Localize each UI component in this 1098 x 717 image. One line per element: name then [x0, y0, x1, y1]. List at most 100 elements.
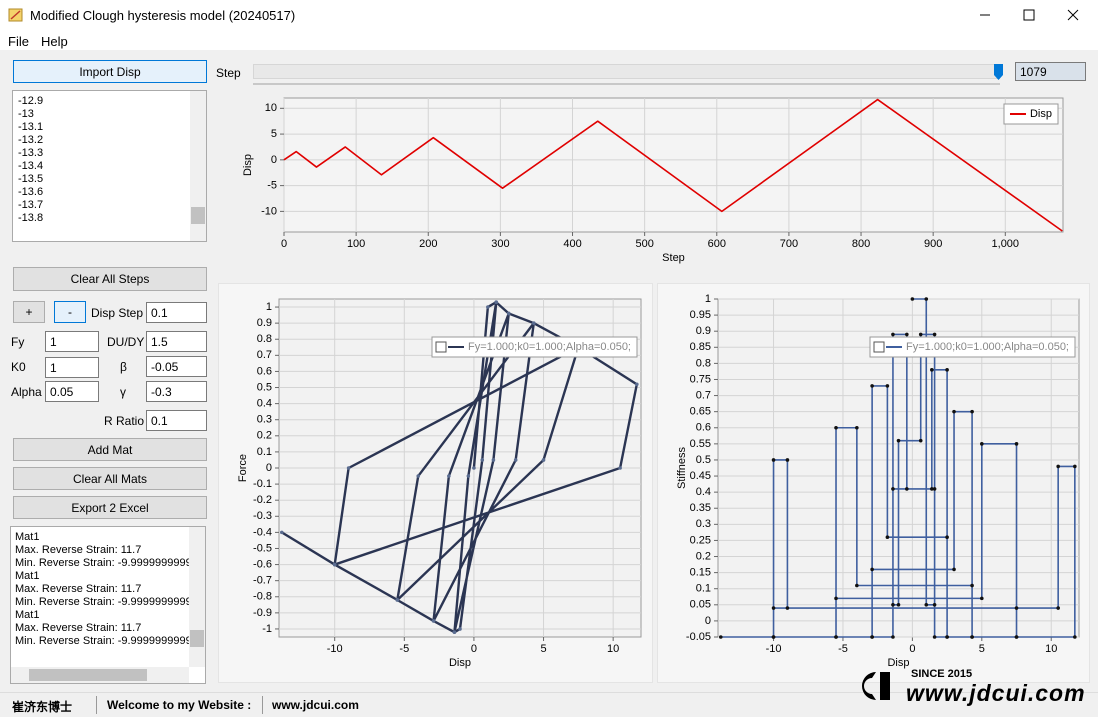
x-tick-label: 500 [635, 238, 653, 250]
point-marker [480, 458, 485, 462]
point-marker [945, 368, 949, 372]
logo-since: SINCE 2015 [911, 668, 973, 680]
point-marker [891, 487, 895, 491]
menu-item[interactable]: Help [41, 34, 68, 49]
x-tick-label: 10 [607, 643, 619, 655]
x-tick-label: 1,000 [992, 238, 1020, 250]
point-marker [834, 425, 838, 430]
point-marker [980, 596, 984, 601]
export-button[interactable]: Export 2 Excel [13, 496, 207, 519]
legend-label: Disp [1030, 108, 1052, 120]
point-marker [891, 332, 895, 337]
param-input[interactable]: 0.1 [146, 302, 207, 323]
legend-box [1003, 103, 1059, 125]
param-input[interactable]: 1.5 [146, 331, 207, 352]
param-input[interactable]: 1 [45, 357, 99, 378]
series-line [720, 298, 1076, 638]
y-tick-label: 0.7 [696, 389, 711, 401]
y-tick-label: -0.5 [253, 542, 272, 554]
log-line: Mat1 [15, 609, 40, 621]
point-marker [870, 567, 874, 572]
y-tick-label: 0.7 [257, 349, 272, 361]
point-marker [452, 630, 457, 634]
point-marker [870, 384, 874, 388]
app-icon [8, 8, 23, 22]
y-tick-label: -0.2 [253, 494, 272, 506]
y-tick-label: -0.9 [253, 607, 272, 619]
legend-box [869, 336, 1076, 358]
param-input[interactable]: -0.3 [146, 381, 207, 402]
point-marker [905, 487, 909, 491]
y-tick-label: 0 [266, 462, 272, 474]
x-axis-label: Disp [887, 657, 909, 669]
y-axis-label: Stiffness [676, 447, 688, 489]
clear-mats-button[interactable]: Clear All Mats [13, 467, 207, 490]
point-marker [1056, 606, 1060, 610]
param-label: β [120, 360, 127, 374]
import-button[interactable]: Import Disp [13, 60, 207, 83]
step-list[interactable]: -12.9 -13 -13.1 -13.2 -13.3 -13.4 -13.5 -13.6 -1… [12, 90, 207, 242]
menu-item[interactable]: File [8, 34, 29, 49]
x-tick-label: 5 [979, 643, 985, 655]
step-value[interactable]: 1079 [1015, 62, 1086, 81]
scrollbar[interactable] [11, 667, 189, 683]
series-line [283, 98, 1063, 232]
y-tick-label: 0.9 [257, 317, 272, 329]
param-label: K0 [11, 360, 26, 374]
logo-mark [862, 672, 890, 700]
point-marker [910, 297, 915, 301]
window-controls[interactable] [960, 0, 1098, 30]
slider-thumb[interactable] [993, 63, 1005, 81]
title-bar: Modified Clough hysteresis model (202405… [0, 0, 1098, 30]
force-chart: -10 -5 0 5 10-1-0.9-0.8-0.7-0.6-0.5-0.4-0.3-… [218, 283, 653, 683]
scrollbar[interactable] [189, 527, 205, 667]
point-marker [431, 619, 436, 623]
param-input[interactable]: 0.1 [146, 410, 207, 431]
menu-bar: File Help [0, 30, 1098, 50]
x-tick-label: 5 [540, 643, 546, 655]
list-item: -13.4 [18, 160, 44, 172]
point-marker [785, 458, 790, 462]
list-item: -13.7 [18, 199, 44, 211]
y-tick-label: 0.3 [696, 518, 711, 530]
point-marker [952, 409, 956, 414]
log-line: Min. Reverse Strain: -9.99999999999999 [15, 557, 206, 569]
point-marker [1014, 635, 1019, 639]
point-marker [1014, 606, 1019, 610]
minus-button[interactable]: - [54, 301, 86, 323]
list-item: -13.5 [18, 173, 44, 185]
point-marker [395, 598, 400, 602]
status-link[interactable]: www.jdcui.com [272, 698, 359, 712]
param-input[interactable]: 1 [45, 331, 99, 352]
status-text: 崔济东博士 [12, 700, 73, 714]
status-bar: 崔济东博士 Welcome to my Website : www.jdcui.… [0, 692, 1098, 717]
disp-chart: 0 100 200 300 400 500 600 700 800 900 1,000 -10 -5 0 5… [218, 88, 1090, 270]
y-tick-label: -1 [262, 623, 272, 635]
point-marker [279, 530, 284, 535]
point-marker [932, 332, 937, 337]
point-marker [513, 458, 518, 462]
add-mat-button[interactable]: Add Mat [13, 438, 207, 461]
param-input[interactable]: 0.05 [45, 381, 99, 402]
y-tick-label: -0.1 [253, 478, 272, 490]
legend-checkbox [873, 341, 885, 353]
point-marker [945, 635, 949, 639]
param-input[interactable]: -0.05 [146, 356, 207, 377]
log-line: Mat1 [15, 531, 40, 543]
y-tick-label: 5 [271, 128, 277, 140]
x-tick-label: 600 [708, 238, 726, 250]
y-tick-label: -0.8 [253, 591, 272, 603]
plus-button[interactable]: + [13, 301, 45, 323]
point-marker [891, 635, 895, 639]
point-marker [932, 603, 937, 607]
point-marker [870, 635, 874, 639]
list-item: -13.3 [18, 147, 44, 159]
list-item: -13 [18, 108, 34, 120]
y-tick-label: -0.05 [686, 631, 711, 643]
y-tick-label: 0.5 [257, 381, 272, 393]
step-slider[interactable] [253, 64, 1000, 79]
scrollbar[interactable] [190, 91, 206, 241]
clear-steps-button[interactable]: Clear All Steps [13, 267, 207, 291]
point-marker [970, 635, 974, 639]
